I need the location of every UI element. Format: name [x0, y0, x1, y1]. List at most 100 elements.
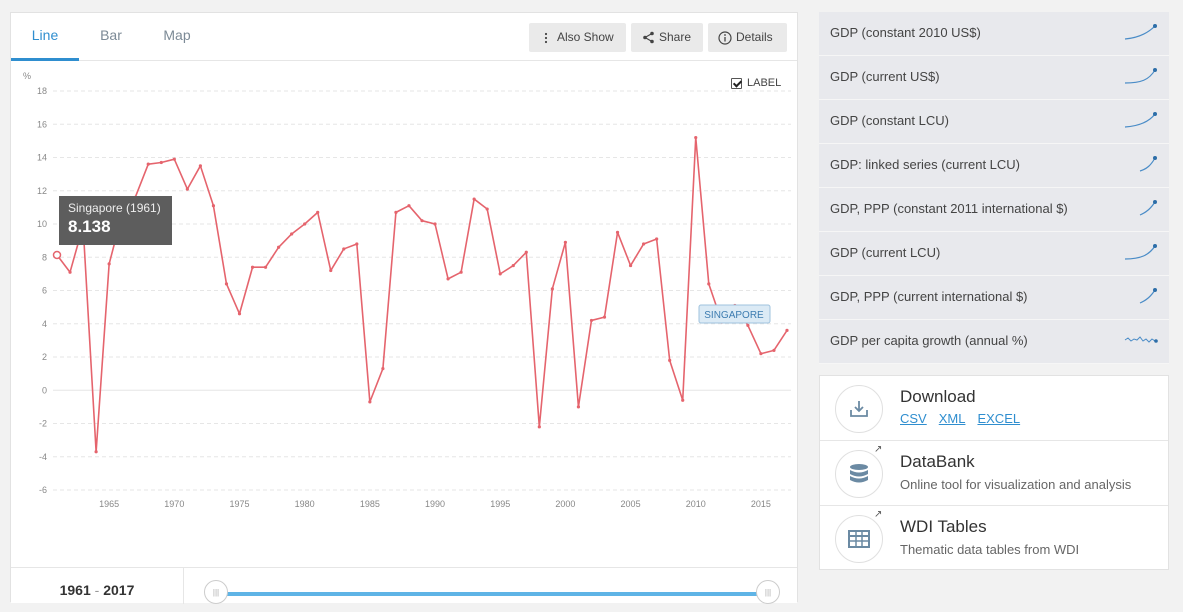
indicator-item[interactable]: GDP, PPP (current international $)	[819, 276, 1169, 320]
tab-map[interactable]: Map	[163, 27, 191, 43]
data-point[interactable]	[772, 348, 776, 352]
data-point[interactable]	[576, 405, 581, 409]
data-point[interactable]	[446, 277, 450, 281]
wdi-tables-title: WDI Tables	[900, 517, 987, 536]
data-point[interactable]	[472, 197, 476, 201]
tab-line[interactable]: Line	[11, 13, 79, 61]
y-tick-label: 10	[37, 219, 47, 229]
indicator-item[interactable]: GDP, PPP (constant 2011 international $)	[819, 188, 1169, 232]
data-point[interactable]	[511, 263, 515, 268]
data-point[interactable]	[589, 318, 594, 323]
data-point[interactable]	[263, 265, 268, 269]
indicator-item[interactable]: GDP per capita growth (annual %)	[819, 320, 1169, 364]
data-point[interactable]	[407, 204, 411, 208]
x-tick-label: 2015	[751, 499, 771, 509]
range-start: 1961	[59, 582, 91, 598]
data-point[interactable]	[485, 207, 489, 211]
wdi-tables-section[interactable]: ↗ WDI Tables Thematic data tables from W…	[820, 506, 1168, 571]
data-point[interactable]	[759, 352, 763, 356]
highlighted-point[interactable]	[52, 250, 62, 260]
y-tick-labels: 18 16 14 12 10 8 6 4 2 0 -2 -4 -6	[37, 86, 47, 495]
y-tick-label: 8	[42, 252, 47, 262]
data-point[interactable]	[433, 222, 437, 226]
download-xml-link[interactable]: XML	[938, 411, 966, 426]
data-point[interactable]	[81, 224, 85, 228]
download-csv-link[interactable]: CSV	[900, 411, 927, 426]
data-point[interactable]	[107, 262, 111, 266]
data-point[interactable]	[563, 240, 567, 244]
data-point[interactable]	[550, 287, 554, 291]
share-icon	[641, 23, 655, 52]
label-checkbox[interactable]	[731, 77, 742, 89]
slider-start-handle[interactable]: |||	[204, 580, 228, 604]
data-point[interactable]	[250, 265, 255, 269]
details-button[interactable]: Details	[708, 23, 787, 52]
label-toggle[interactable]: LABEL	[731, 75, 781, 91]
data-point[interactable]	[94, 450, 98, 454]
data-point[interactable]	[277, 245, 281, 249]
indicator-label: GDP, PPP (current international $)	[830, 289, 1028, 304]
data-point[interactable]	[146, 162, 150, 166]
data-point[interactable]	[368, 400, 372, 404]
data-point[interactable]	[120, 212, 124, 216]
table-icon	[835, 515, 883, 563]
indicator-label: GDP per capita growth (annual %)	[830, 333, 1028, 348]
series-label-box: SINGAPORE	[698, 304, 771, 324]
x-tick-label: 2010	[686, 499, 706, 509]
also-show-button[interactable]: Also Show	[529, 23, 626, 52]
series-line	[56, 136, 788, 453]
data-point[interactable]	[537, 425, 541, 429]
line-chart: % 18 16 14 12 10 8 6 4 2 0 -2 -4 -6 1965 1970 1975 1980…	[23, 71, 791, 509]
data-point[interactable]	[628, 263, 633, 268]
data-point[interactable]	[524, 250, 528, 254]
data-point[interactable]	[237, 312, 242, 316]
data-point[interactable]	[355, 242, 359, 246]
data-point[interactable]	[668, 358, 672, 362]
data-point[interactable]	[342, 247, 346, 251]
slider-end-handle[interactable]: |||	[756, 580, 780, 604]
data-point[interactable]	[68, 270, 72, 274]
data-point[interactable]	[211, 204, 216, 208]
data-point[interactable]	[303, 222, 307, 226]
indicator-item[interactable]: GDP: linked series (current LCU)	[819, 144, 1169, 188]
data-point[interactable]	[159, 160, 163, 165]
resources-panel: Download CSV XML EXCEL ↗ DataBank Online t…	[819, 375, 1169, 570]
data-point[interactable]	[707, 282, 711, 286]
data-point[interactable]	[290, 232, 294, 236]
data-point[interactable]	[642, 242, 646, 246]
x-tick-labels: 1965 1970 1975 1980 1985 1990 1995 2000 2005 2010…	[99, 499, 771, 509]
indicator-item[interactable]: GDP (constant 2010 US$)	[819, 12, 1169, 56]
databank-section[interactable]: ↗ DataBank Online tool for visualization…	[820, 441, 1168, 506]
data-point[interactable]	[602, 315, 607, 319]
indicator-item[interactable]: GDP (constant LCU)	[819, 100, 1169, 144]
data-point[interactable]	[172, 157, 176, 161]
share-button[interactable]: Share	[631, 23, 703, 52]
indicator-item[interactable]: GDP (current LCU)	[819, 232, 1169, 276]
data-point[interactable]	[133, 195, 137, 199]
data-point[interactable]	[785, 328, 789, 332]
external-link-icon: ↗	[874, 444, 883, 455]
indicator-item[interactable]: GDP (current US$)	[819, 56, 1169, 100]
data-point[interactable]	[316, 210, 320, 214]
data-point[interactable]	[681, 398, 685, 402]
year-slider-track[interactable]	[216, 592, 769, 596]
data-point[interactable]	[498, 272, 502, 276]
data-point[interactable]	[224, 282, 229, 286]
x-tick-label: 1980	[295, 499, 315, 509]
data-point[interactable]	[459, 270, 463, 274]
data-point[interactable]	[655, 237, 659, 241]
download-excel-link[interactable]: EXCEL	[977, 411, 1021, 426]
indicator-label: GDP (current US$)	[830, 69, 940, 84]
tab-bar[interactable]: Bar	[100, 27, 122, 43]
data-point[interactable]	[329, 268, 333, 273]
data-point[interactable]	[185, 187, 189, 191]
y-tick-label: 14	[37, 153, 47, 163]
data-point[interactable]	[198, 164, 202, 168]
data-point[interactable]	[615, 230, 620, 234]
indicator-label: GDP, PPP (constant 2011 international $)	[830, 201, 1068, 216]
data-point[interactable]	[694, 135, 698, 140]
data-point[interactable]	[381, 367, 385, 371]
data-point[interactable]	[746, 323, 750, 328]
data-point[interactable]	[394, 210, 398, 214]
data-point[interactable]	[420, 219, 424, 223]
